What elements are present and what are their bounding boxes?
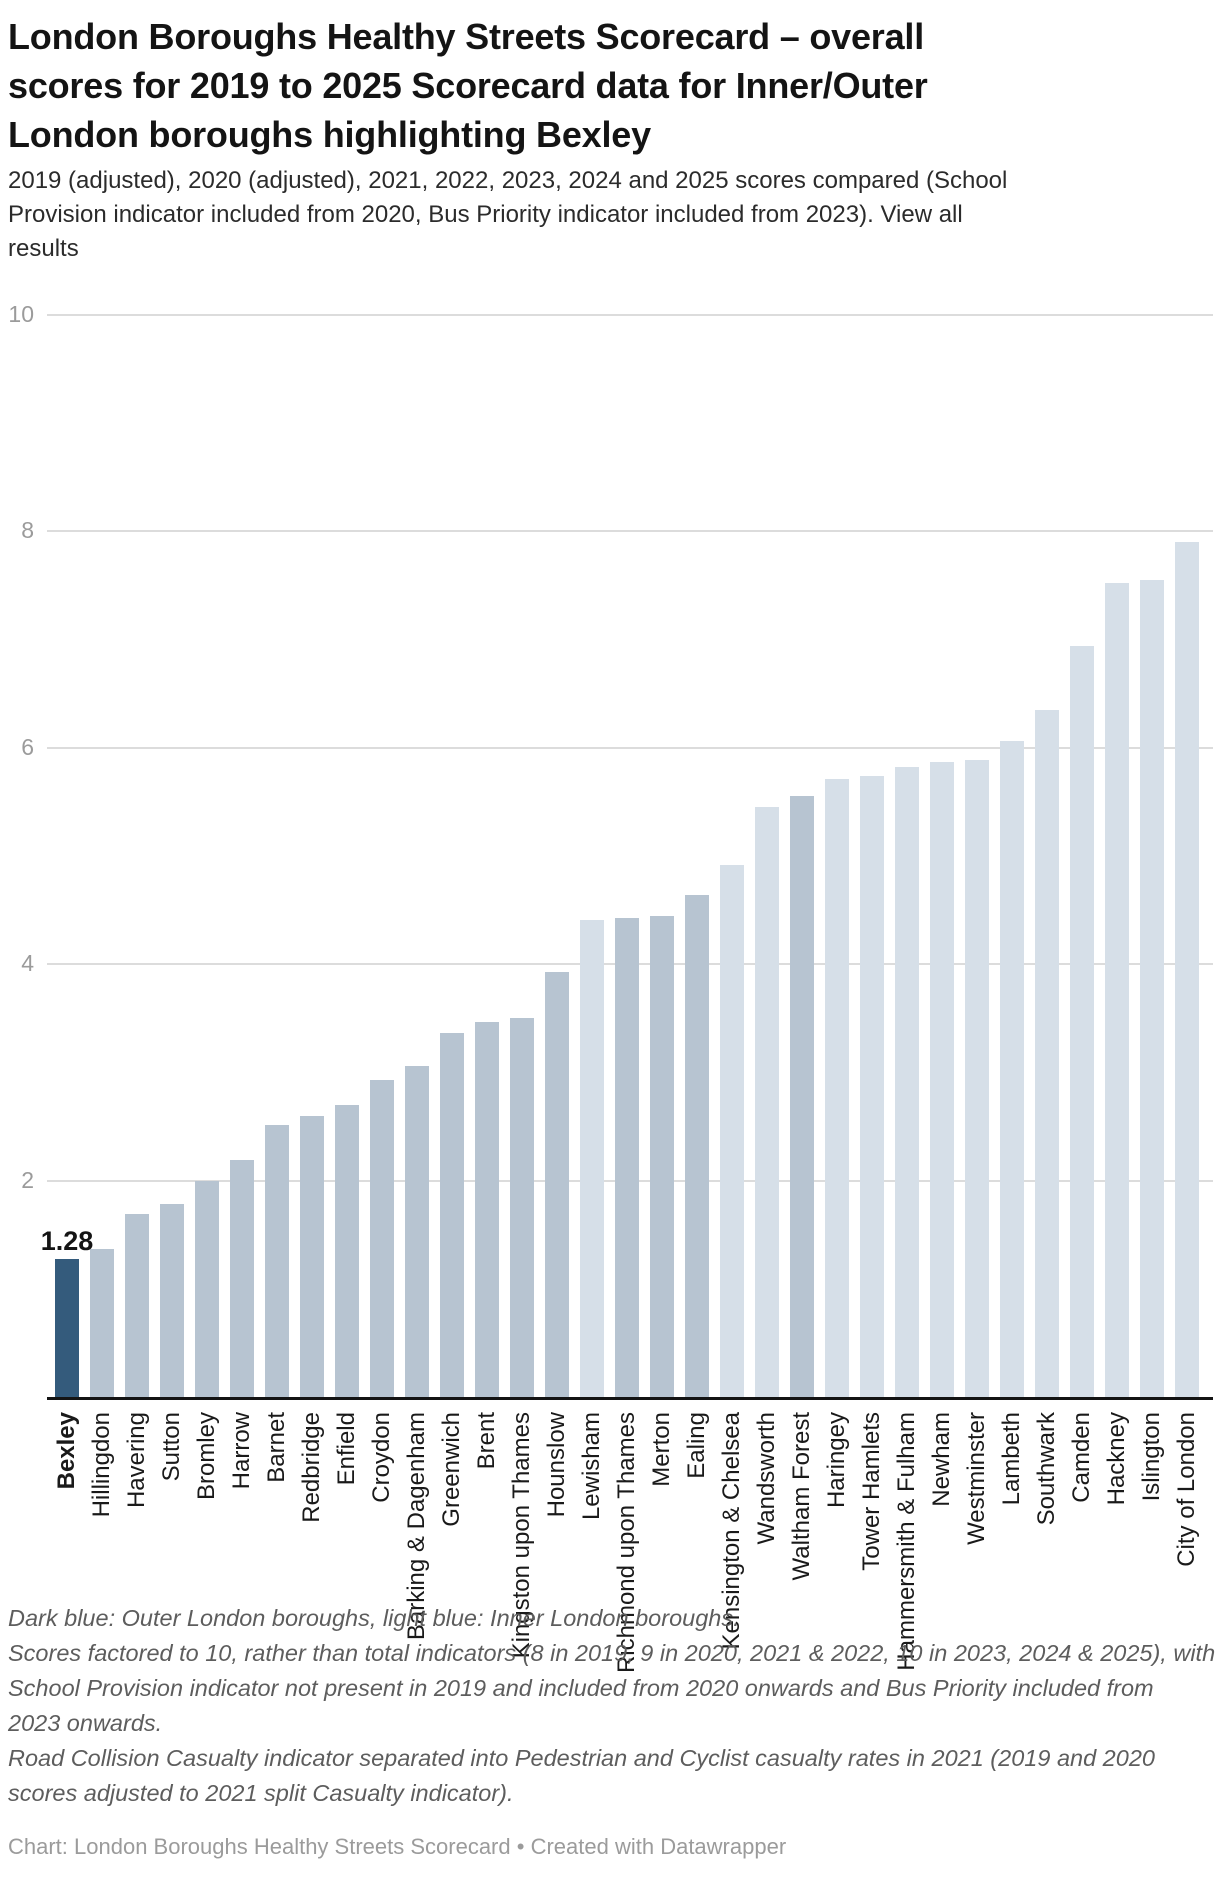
bar-haringey[interactable] xyxy=(825,779,849,1397)
x-axis-baseline xyxy=(47,1397,1213,1400)
x-axis-label-barnet: Barnet xyxy=(263,1412,290,1483)
page-title-line-3: London boroughs highlighting Bexley xyxy=(8,114,651,155)
x-axis-label-hillingdon: Hillingdon xyxy=(88,1412,115,1518)
bar-kingston-upon-thames[interactable] xyxy=(510,1018,534,1397)
bar-greenwich[interactable] xyxy=(440,1033,464,1397)
footnote-line: Scores factored to 10, rather than total… xyxy=(8,1640,1216,1666)
x-axis-label-brent: Brent xyxy=(473,1412,500,1470)
x-axis-label-tower-hamlets: Tower Hamlets xyxy=(858,1412,885,1571)
subtitle-line-2: Provision indicator included from 2020, … xyxy=(8,198,1007,232)
bar-newham[interactable] xyxy=(930,762,954,1397)
x-axis-label-redbridge: Redbridge xyxy=(298,1412,325,1523)
page-title-line-2: scores for 2019 to 2025 Scorecard data f… xyxy=(8,65,928,106)
subtitle-line-1: 2019 (adjusted), 2020 (adjusted), 2021, … xyxy=(8,167,1008,194)
x-axis-label-hounslow: Hounslow xyxy=(543,1412,570,1518)
view-all-results-link-continued[interactable]: results xyxy=(8,235,79,262)
y-gridline-6 xyxy=(47,747,1213,749)
footnote-line: School Provision indicator not present i… xyxy=(8,1675,1154,1701)
bar-merton[interactable] xyxy=(650,916,674,1397)
subtitle-line-2-text: Provision indicator included from 2020, … xyxy=(8,201,881,228)
x-axis-label-wandsworth: Wandsworth xyxy=(753,1412,780,1545)
bar-bexley[interactable] xyxy=(55,1259,79,1397)
subtitle-line-3: results xyxy=(8,232,1007,266)
footnote-line: Dark blue: Outer London boroughs, light … xyxy=(8,1605,740,1631)
y-tick-label-4: 4 xyxy=(21,950,34,976)
x-axis-label-southwark: Southwark xyxy=(1033,1412,1060,1526)
x-axis-label-harrow: Harrow xyxy=(228,1412,255,1490)
x-axis-label-lambeth: Lambeth xyxy=(998,1412,1025,1506)
bar-kensington-and-chelsea[interactable] xyxy=(720,865,744,1397)
bar-hackney[interactable] xyxy=(1105,583,1129,1397)
x-axis-label-havering: Havering xyxy=(123,1412,150,1509)
bar-wandsworth[interactable] xyxy=(755,807,779,1397)
bar-westminster[interactable] xyxy=(965,760,989,1397)
bar-camden[interactable] xyxy=(1070,646,1094,1397)
y-tick-label-2: 2 xyxy=(21,1167,34,1193)
x-axis-label-merton: Merton xyxy=(648,1412,675,1487)
bar-southwark[interactable] xyxy=(1035,710,1059,1397)
y-tick-label-10: 10 xyxy=(8,301,34,327)
x-axis-label-haringey: Haringey xyxy=(823,1412,850,1509)
bar-croydon[interactable] xyxy=(370,1080,394,1397)
bar-city-of-london[interactable] xyxy=(1175,542,1199,1397)
bar-sutton[interactable] xyxy=(160,1204,184,1397)
x-axis-label-newham: Newham xyxy=(928,1412,955,1507)
bar-brent[interactable] xyxy=(475,1022,499,1397)
attribution-chart-source: Chart: London Boroughs Healthy Streets S… xyxy=(8,1834,511,1859)
x-axis-label-hackney: Hackney xyxy=(1103,1412,1130,1506)
x-axis-label-enfield: Enfield xyxy=(333,1412,360,1486)
x-axis-label-greenwich: Greenwich xyxy=(438,1412,465,1527)
page-title: London Boroughs Healthy Streets Scorecar… xyxy=(8,12,928,159)
x-axis-label-sutton: Sutton xyxy=(158,1412,185,1482)
x-axis-label-westminster: Westminster xyxy=(963,1412,990,1545)
bar-barking-and-dagenham[interactable] xyxy=(405,1066,429,1397)
bar-bromley[interactable] xyxy=(195,1181,219,1397)
bar-tower-hamlets[interactable] xyxy=(860,776,884,1397)
footnote-line: 2023 onwards. xyxy=(8,1710,163,1736)
x-axis-label-islington: Islington xyxy=(1138,1412,1165,1502)
x-axis-label-camden: Camden xyxy=(1068,1412,1095,1503)
bar-hillingdon[interactable] xyxy=(90,1249,114,1397)
y-tick-label-8: 8 xyxy=(21,517,34,543)
y-tick-label-6: 6 xyxy=(21,734,34,760)
x-axis-label-city-of-london: City of London xyxy=(1173,1412,1200,1567)
bar-islington[interactable] xyxy=(1140,580,1164,1397)
x-axis-label-bromley: Bromley xyxy=(193,1412,220,1501)
bar-harrow[interactable] xyxy=(230,1160,254,1397)
view-all-results-link[interactable]: View all xyxy=(880,201,963,228)
page-title-line-1: London Boroughs Healthy Streets Scorecar… xyxy=(8,16,925,57)
bar-lambeth[interactable] xyxy=(1000,741,1024,1397)
bar-redbridge[interactable] xyxy=(300,1116,324,1397)
datawrapper-credit-link[interactable]: Created with Datawrapper xyxy=(530,1834,787,1859)
x-axis-label-waltham-forest: Waltham Forest xyxy=(788,1412,815,1581)
bar-lewisham[interactable] xyxy=(580,920,604,1397)
bar-richmond-upon-thames[interactable] xyxy=(615,918,639,1397)
attribution-separator: • xyxy=(516,1834,525,1859)
bar-enfield[interactable] xyxy=(335,1105,359,1397)
bexley-value-label: 1.28 xyxy=(40,1226,94,1256)
bar-hounslow[interactable] xyxy=(545,972,569,1397)
x-axis-label-croydon: Croydon xyxy=(368,1412,395,1503)
bar-barnet[interactable] xyxy=(265,1125,289,1397)
attribution: Chart: London Boroughs Healthy Streets S… xyxy=(8,1834,786,1860)
bar-waltham-forest[interactable] xyxy=(790,796,814,1397)
x-axis-label-bexley: Bexley xyxy=(53,1412,80,1490)
chart-subtitle: 2019 (adjusted), 2020 (adjusted), 2021, … xyxy=(8,164,1007,266)
y-gridline-10 xyxy=(47,314,1213,316)
bar-hammersmith-and-fulham[interactable] xyxy=(895,767,919,1397)
footnote-line: Road Collision Casualty indicator separa… xyxy=(8,1745,1155,1771)
x-axis-label-ealing: Ealing xyxy=(683,1412,710,1479)
bar-havering[interactable] xyxy=(125,1214,149,1397)
x-axis-label-lewisham: Lewisham xyxy=(578,1412,605,1521)
footnote-line: scores adjusted to 2021 split Casualty i… xyxy=(8,1780,514,1806)
y-gridline-8 xyxy=(47,530,1213,532)
chart-footnotes: Dark blue: Outer London boroughs, light … xyxy=(8,1601,1215,1811)
bar-ealing[interactable] xyxy=(685,895,709,1397)
